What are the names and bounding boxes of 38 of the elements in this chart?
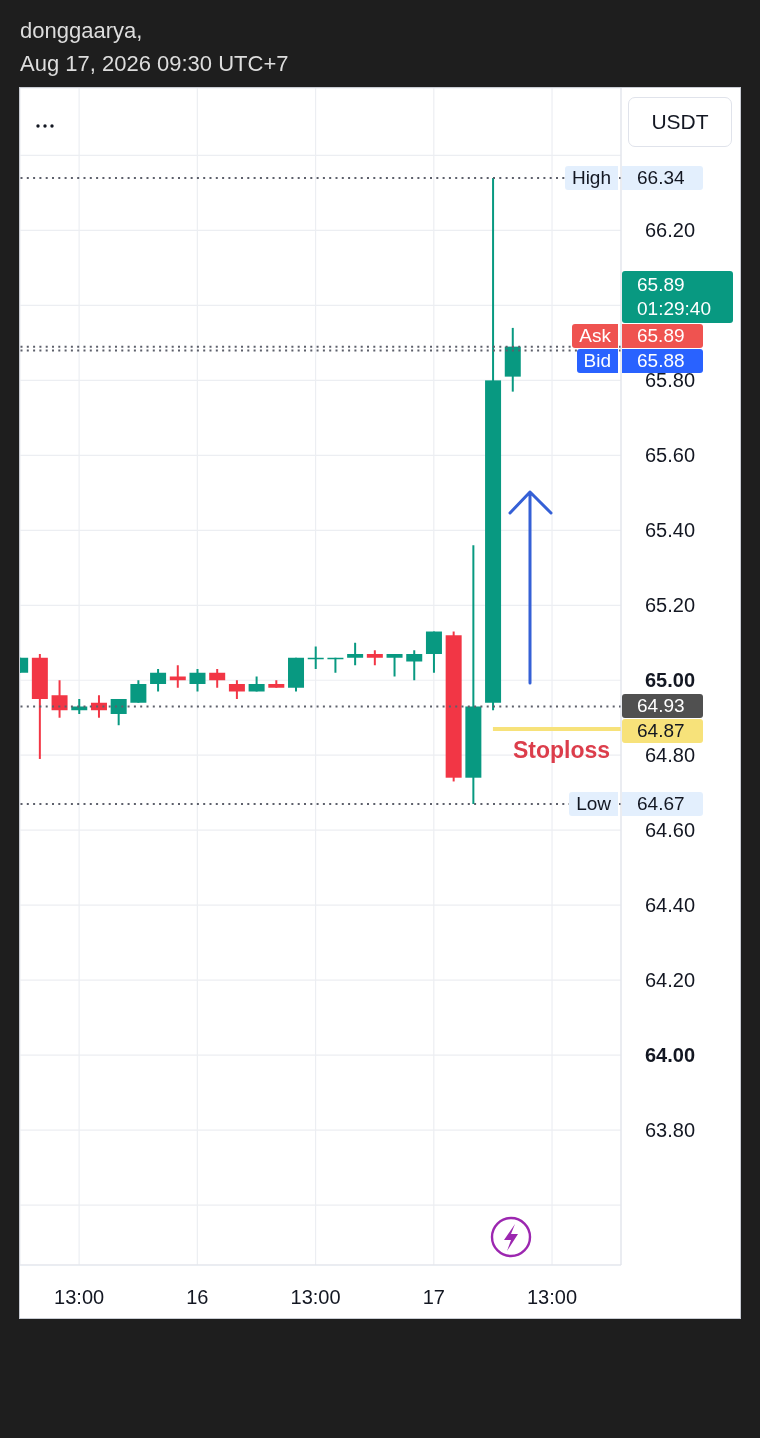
candlestick bbox=[347, 641, 364, 667]
ref-line-label: Bid 65.88 bbox=[576, 348, 703, 373]
y-tick-label: 66.20 bbox=[645, 219, 696, 242]
chart-subtitle: Aug 17, 2026 09:30 UTC+7 bbox=[20, 51, 289, 76]
y-tick-label: 64.00 bbox=[645, 1044, 696, 1067]
candlestick bbox=[189, 668, 206, 693]
series-label: Stoploss bbox=[512, 736, 611, 763]
x-tick-label: 13:00 bbox=[527, 1286, 578, 1308]
text: 65.89 01:29:40 bbox=[622, 270, 733, 323]
y-tick-label: 65.20 bbox=[645, 594, 696, 617]
candlestick bbox=[406, 649, 423, 682]
data-label: 64.87 bbox=[622, 719, 703, 744]
candlestick bbox=[150, 668, 167, 693]
candlestick bbox=[386, 653, 403, 678]
y-tick-label: 64.20 bbox=[645, 969, 696, 992]
y-tick-label: 64.80 bbox=[645, 744, 696, 767]
candlestick bbox=[228, 679, 245, 700]
y-tick-label: 64.40 bbox=[645, 894, 696, 917]
candlestick bbox=[130, 679, 147, 704]
ref-line-label: 64.93 bbox=[622, 694, 703, 719]
x-tick-label: 13:00 bbox=[290, 1286, 341, 1308]
y-tick-label: 65.60 bbox=[645, 444, 696, 467]
y-tick-label: 64.60 bbox=[645, 819, 696, 842]
ref-line-label: Low 64.67 bbox=[569, 791, 703, 816]
y-tick-label: 65.00 bbox=[645, 669, 696, 692]
x-tick-label: 13:00 bbox=[54, 1286, 105, 1308]
y-tick-label: 63.80 bbox=[645, 1119, 696, 1142]
ref-line-label: Ask 65.89 bbox=[572, 323, 703, 348]
ref-line-label: High 66.34 bbox=[564, 165, 703, 190]
candlestick bbox=[110, 697, 127, 727]
x-tick-label: 16 bbox=[186, 1286, 209, 1308]
x-tick-label: 17 bbox=[422, 1286, 445, 1308]
y-tick-label: 65.40 bbox=[645, 519, 696, 542]
chart-title: donggaarya, bbox=[20, 18, 143, 43]
y-axis-title: USDT bbox=[651, 110, 709, 134]
candlestick bbox=[51, 679, 68, 719]
candlestick bbox=[425, 630, 442, 674]
candlestick bbox=[209, 668, 226, 689]
